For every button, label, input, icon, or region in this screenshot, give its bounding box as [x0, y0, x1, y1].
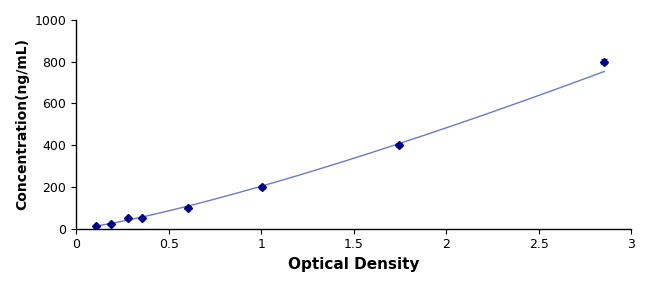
X-axis label: Optical Density: Optical Density — [288, 257, 419, 272]
Y-axis label: Concentration(ng/mL): Concentration(ng/mL) — [15, 38, 29, 210]
